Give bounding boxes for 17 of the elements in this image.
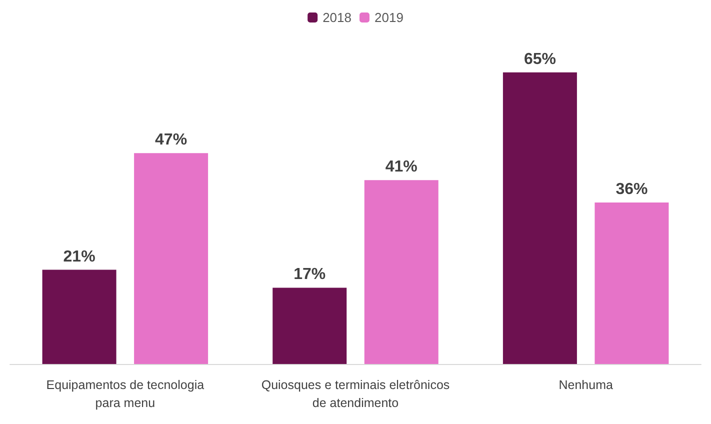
- data-label: 36%: [616, 181, 648, 198]
- bar: [502, 72, 577, 364]
- bar: [594, 202, 669, 364]
- x-tick-label: Equipamentos de tecnologia para menu: [46, 378, 204, 410]
- bar: [42, 270, 116, 364]
- data-label: 65%: [524, 50, 556, 68]
- legend-label: 2019: [374, 10, 404, 25]
- bar: [364, 180, 438, 364]
- x-tick-label: Quiosques e terminais eletrônicos de atendimento: [261, 378, 450, 410]
- bar: [134, 153, 208, 364]
- bar: [272, 288, 347, 364]
- data-label: 21%: [63, 248, 96, 266]
- legend-label: 2018: [322, 10, 352, 25]
- data-label: 47%: [155, 132, 188, 149]
- data-label: 17%: [294, 266, 326, 284]
- data-label: 41%: [385, 158, 418, 176]
- x-tick-label: Nenhuma: [558, 378, 613, 392]
